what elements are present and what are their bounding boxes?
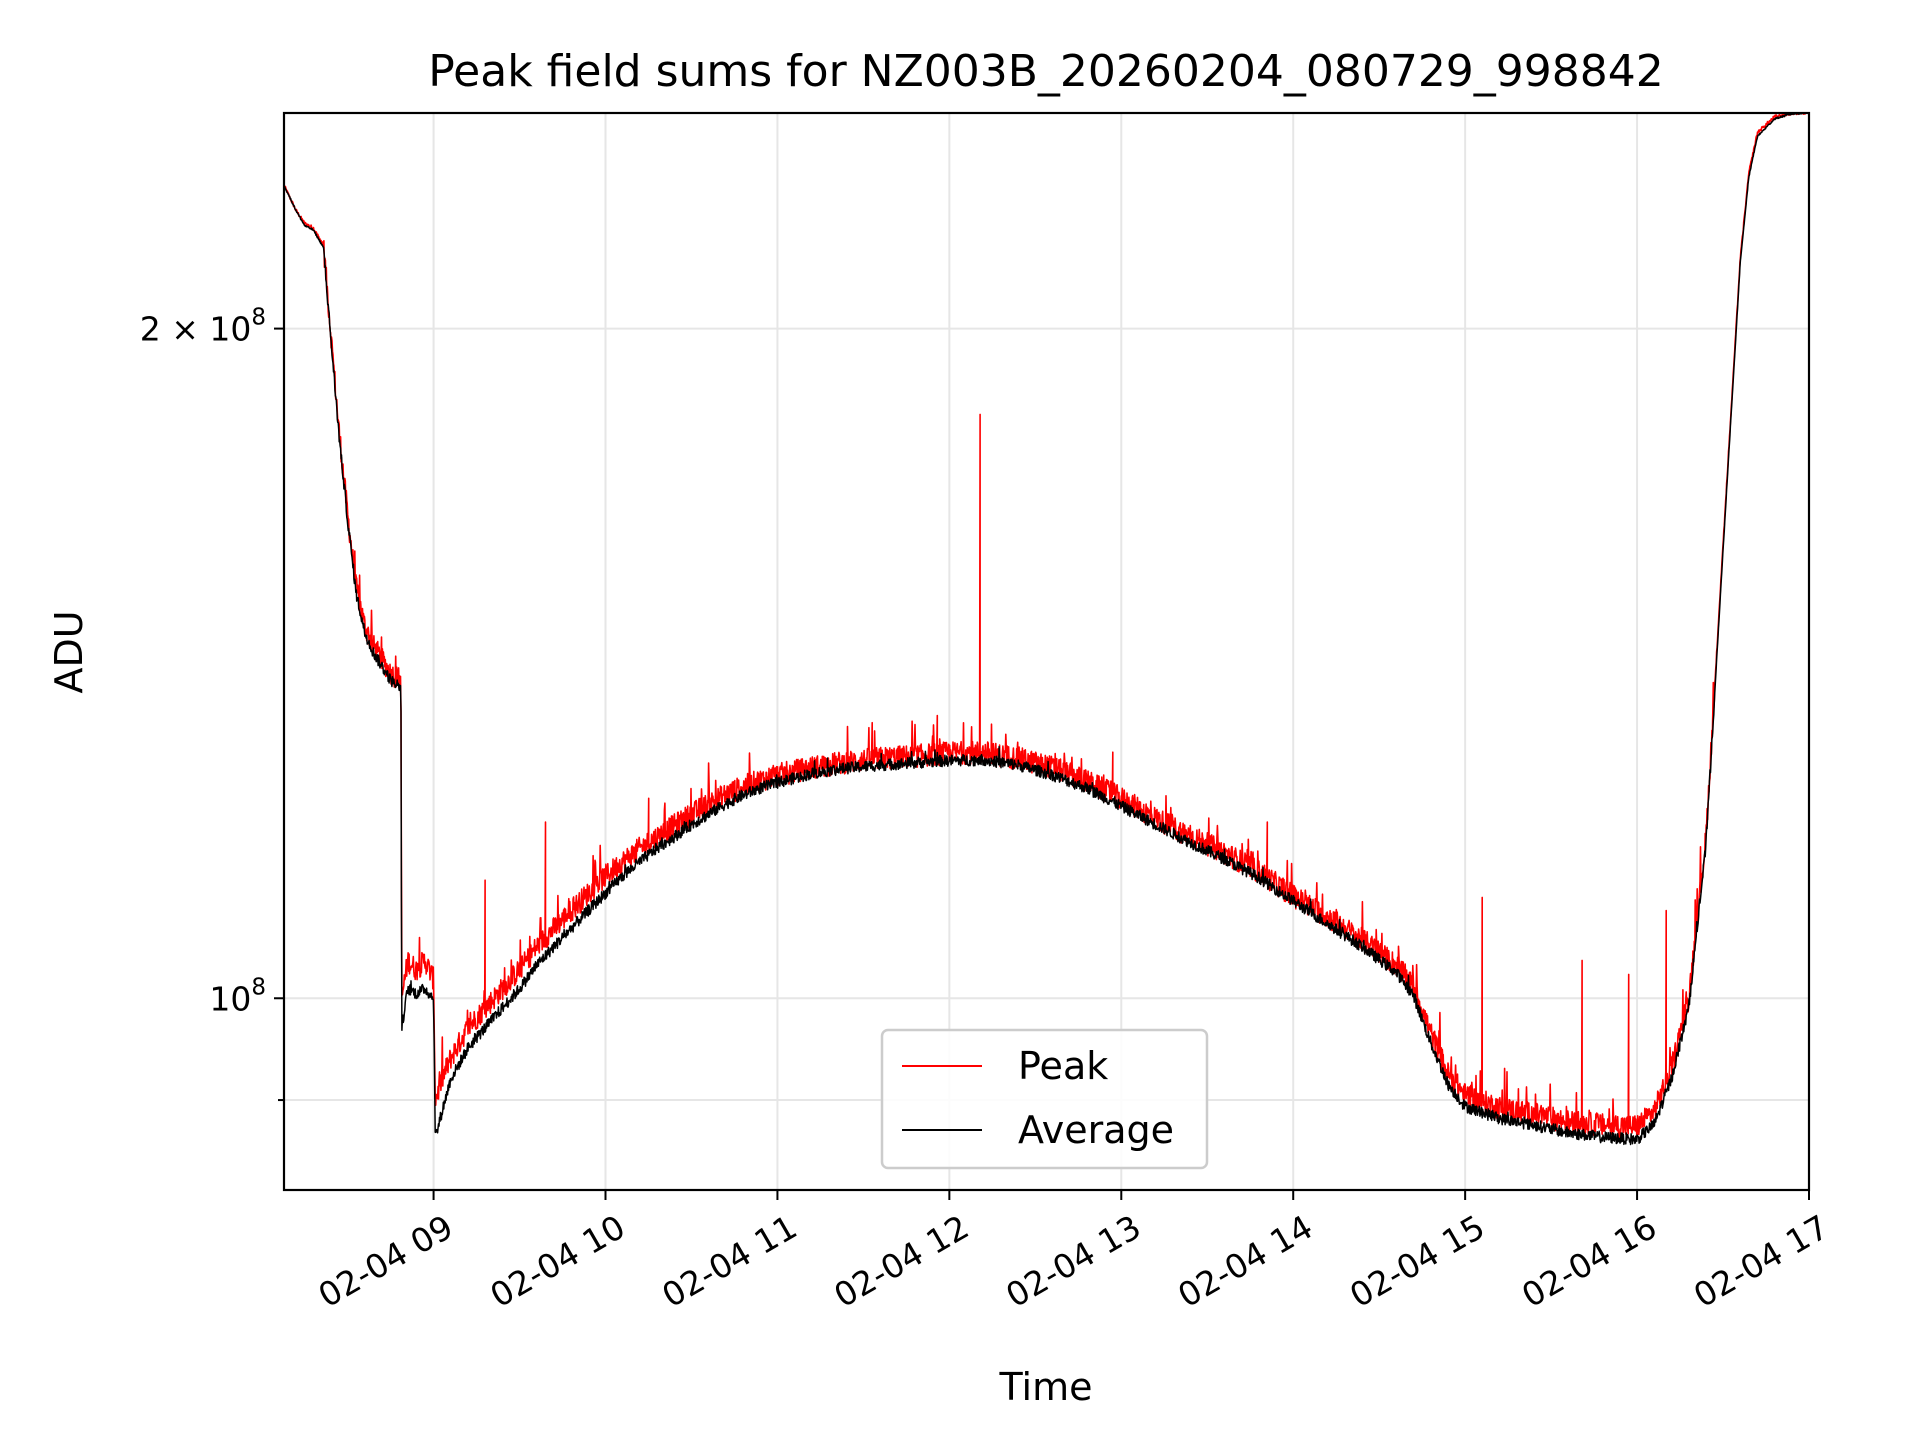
x-tick-label: 02-04 16 (1515, 1207, 1663, 1315)
x-tick-label: 02-04 13 (999, 1207, 1147, 1315)
y-tick-exponent: 8 (251, 305, 266, 331)
x-tick-label: 02-04 17 (1687, 1207, 1835, 1315)
x-tick-label: 02-04 11 (655, 1207, 803, 1315)
y-axis-label: ADU (47, 610, 91, 693)
y-tick-base: 10 (209, 310, 251, 349)
y-tick-label: 108 (209, 974, 266, 1018)
series-layer (283, 112, 1807, 1146)
plot-area-frame (282, 111, 1811, 1192)
x-tick-label: 02-04 09 (312, 1207, 460, 1315)
legend-label-peak: Peak (1018, 1044, 1108, 1088)
series-line-average (283, 112, 1806, 1146)
legend-label-average: Average (1018, 1108, 1174, 1152)
chart-title: Peak field sums for NZ003B_20260204_0807… (428, 46, 1664, 97)
grid (284, 113, 1810, 1190)
x-axis-ticks: 02-04 09 02-04 10 02-04 11 02-04 12 02-04 13… (312, 1190, 1835, 1315)
y-tick-label: 2 × 108 (140, 305, 266, 349)
y-tick-coef: 2 × (140, 310, 210, 349)
legend: Peak Average (880, 1028, 1209, 1170)
y-tick-base: 10 (209, 979, 251, 1018)
series-line-peak (283, 112, 1807, 1138)
x-tick-label: 02-04 14 (1171, 1207, 1319, 1315)
x-tick-label: 02-04 10 (484, 1207, 632, 1315)
x-tick-label: 02-04 12 (827, 1207, 975, 1315)
x-axis-label: Time (999, 1365, 1093, 1409)
legend-box (880, 1028, 1209, 1170)
x-tick-label: 02-04 15 (1343, 1207, 1491, 1315)
y-tick-exponent: 8 (251, 974, 266, 1000)
